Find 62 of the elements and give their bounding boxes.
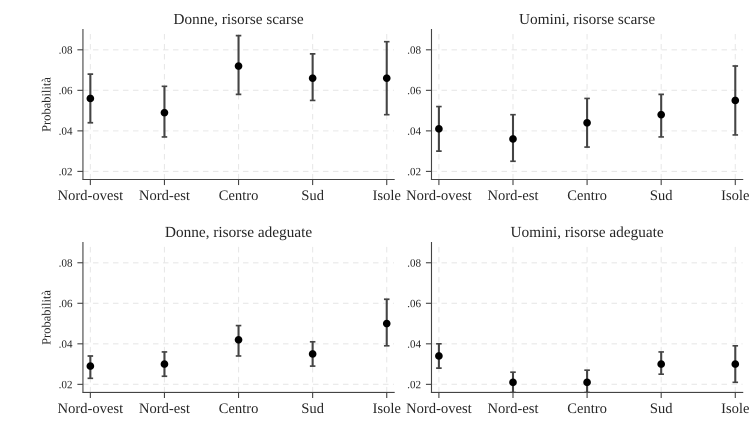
y-tick-label: .08 (59, 46, 72, 54)
y-axis-title: Probabilità (42, 290, 51, 345)
x-tick-label: Isole (373, 190, 400, 200)
point (435, 352, 443, 360)
x-tick-label: Sud (302, 190, 324, 200)
x-tick-label: Centro (219, 403, 258, 414)
point (583, 118, 591, 127)
x-tick-label: Centro (568, 190, 606, 200)
x-tick-label: Nord-est (488, 402, 538, 414)
point (583, 378, 591, 386)
chart-title: Uomini, risorse scarse (519, 14, 655, 26)
y-axis-title: Probabilità (42, 77, 51, 132)
point (657, 110, 665, 118)
point (509, 135, 517, 143)
y-tick-label: .04 (408, 127, 421, 135)
y-tick-label: .02 (59, 168, 72, 176)
y-tick-label: .02 (59, 380, 72, 388)
x-tick-label: Sud (650, 190, 672, 200)
y-tick-label: .06 (408, 300, 421, 308)
y-tick-label: .08 (59, 259, 72, 267)
y-tick-label: .06 (59, 300, 72, 308)
chart-title: Donne, risorse scarse (174, 14, 304, 26)
y-tick-label: .04 (59, 127, 72, 135)
point (234, 336, 242, 344)
point (382, 74, 391, 82)
y-tick-label: .04 (408, 340, 421, 348)
x-tick-label: Nord-ovest (58, 190, 124, 200)
x-tick-label: Sud (650, 402, 672, 414)
point (308, 350, 316, 358)
y-tick-label: .06 (59, 86, 72, 94)
x-tick-label: Nord-est (139, 402, 190, 414)
chart-title: Donne, risorse adeguate (165, 226, 312, 240)
x-tick-label: Centro (219, 190, 258, 200)
point (234, 62, 242, 70)
y-tick-label: .06 (408, 86, 421, 94)
y-tick-label: .04 (59, 340, 72, 348)
x-tick-label: Sud (302, 402, 324, 414)
point (509, 378, 517, 386)
x-tick-label: Nord-est (139, 190, 190, 200)
x-tick-label: Isole (373, 402, 400, 414)
x-tick-label: Nord-ovest (406, 190, 472, 200)
y-tick-label: .02 (408, 168, 420, 176)
y-tick-label: .08 (408, 46, 421, 54)
point (382, 320, 391, 328)
x-tick-label: Isole (722, 402, 749, 414)
x-tick-label: Nord-est (488, 190, 538, 200)
point (160, 360, 168, 368)
x-tick-label: Nord-ovest (58, 402, 124, 414)
point (86, 94, 94, 102)
x-tick-label: Nord-ovest (406, 402, 472, 414)
point (160, 108, 168, 116)
point (435, 125, 443, 133)
point (86, 362, 94, 370)
point (308, 74, 316, 82)
y-tick-label: .02 (408, 380, 420, 388)
point (657, 360, 665, 368)
x-tick-label: Centro (568, 403, 606, 414)
point (731, 96, 740, 104)
point (731, 360, 740, 368)
x-tick-label: Isole (722, 190, 749, 200)
chart-title: Uomini, risorse adeguate (510, 226, 664, 240)
y-tick-label: .08 (408, 259, 421, 267)
